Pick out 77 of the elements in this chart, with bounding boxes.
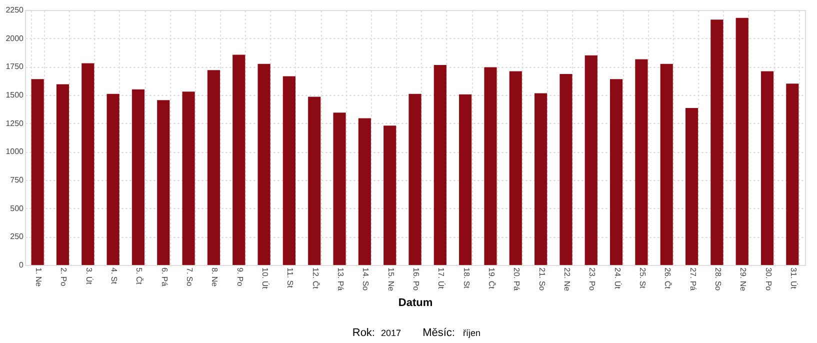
x-tick-label: 21. So	[537, 268, 546, 292]
y-tick-label: 1750	[6, 62, 24, 72]
bar	[56, 84, 70, 265]
y-tick-label: 2000	[6, 34, 24, 43]
x-tick-label: 24. Út	[612, 268, 622, 290]
x-tick-label: 1. Ne	[34, 268, 44, 288]
y-tick-label: 1250	[6, 118, 24, 128]
bar	[610, 79, 623, 265]
bar	[434, 64, 446, 265]
x-tick-label: 25. St	[638, 268, 647, 290]
x-tick-label: 31. Út	[788, 268, 798, 290]
bar	[308, 96, 321, 265]
text: 2017	[381, 328, 402, 338]
text: říjen	[463, 328, 481, 338]
x-tick-label: 30. Po	[764, 268, 773, 292]
bar	[333, 112, 346, 265]
x-tick-label: 23. Po	[588, 268, 597, 292]
y-tick-label: 1000	[6, 147, 24, 156]
bar	[132, 89, 145, 265]
bar	[182, 92, 195, 265]
x-tick-label: 19. Čt	[486, 268, 496, 290]
x-tick-label: 8. Ne	[210, 268, 220, 288]
x-tick-label: 22. Ne	[562, 268, 572, 292]
x-tick-label: 7. So	[185, 268, 194, 287]
bar	[258, 64, 270, 265]
bar	[509, 71, 522, 265]
x-tick-label: 16. Po	[412, 268, 420, 292]
bar	[358, 118, 371, 265]
y-tick-label: 750	[10, 176, 24, 184]
y-tick-label: 250	[10, 232, 24, 242]
x-tick-label: 13. Pá	[336, 268, 346, 292]
text: Rok:	[352, 327, 375, 339]
x-tick-label: 12. Čt	[310, 268, 320, 290]
x-tick-label: 3. Út	[84, 268, 94, 286]
x-tick-label: 14. So	[361, 268, 370, 292]
bar	[282, 76, 296, 265]
y-tick-label: 0	[19, 260, 24, 270]
x-tick-label: 29. Ne	[738, 268, 748, 292]
x-tick-label: 15. Ne	[386, 268, 396, 292]
x-tick-label: 20. Pá	[512, 268, 522, 292]
bar	[786, 84, 799, 265]
text: Měsíc:	[422, 327, 455, 339]
bar	[534, 93, 548, 265]
bar	[408, 94, 422, 265]
bar	[484, 67, 497, 265]
y-tick-label: 500	[10, 204, 24, 213]
bar	[384, 126, 396, 265]
bar	[710, 20, 724, 265]
bar	[207, 70, 220, 265]
x-tick-label: 2. Po	[59, 268, 68, 287]
bar	[584, 55, 598, 265]
bar	[760, 71, 774, 265]
bar	[560, 74, 572, 265]
x-tick-label: 10. Út	[260, 268, 270, 290]
x-tick-label: 5. Čt	[134, 268, 144, 286]
bar	[232, 54, 246, 265]
bar	[736, 18, 748, 265]
bar	[106, 94, 120, 265]
x-tick-label: 6. Pá	[160, 268, 169, 287]
bar	[685, 108, 698, 265]
x-tick-label: 4. St	[110, 268, 119, 285]
y-tick-label: 2250	[6, 6, 24, 14]
x-tick-label: 11. St	[286, 268, 295, 289]
y-tick-label: 1500	[6, 90, 24, 100]
bar	[459, 94, 472, 265]
x-tick-label: 9. Po	[235, 268, 244, 287]
x-axis-title: Datum	[398, 297, 433, 310]
bar	[660, 64, 673, 265]
bar	[157, 100, 170, 265]
x-tick-label: 17. Út	[436, 268, 446, 290]
x-tick-label: 26. Čt	[663, 268, 672, 290]
bar	[635, 59, 648, 265]
bar	[82, 63, 94, 265]
x-tick-label: 18. St	[462, 268, 471, 290]
bar	[31, 79, 44, 265]
x-tick-label: 27. Pá	[688, 268, 698, 292]
x-tick-label: 28. So	[713, 268, 722, 292]
